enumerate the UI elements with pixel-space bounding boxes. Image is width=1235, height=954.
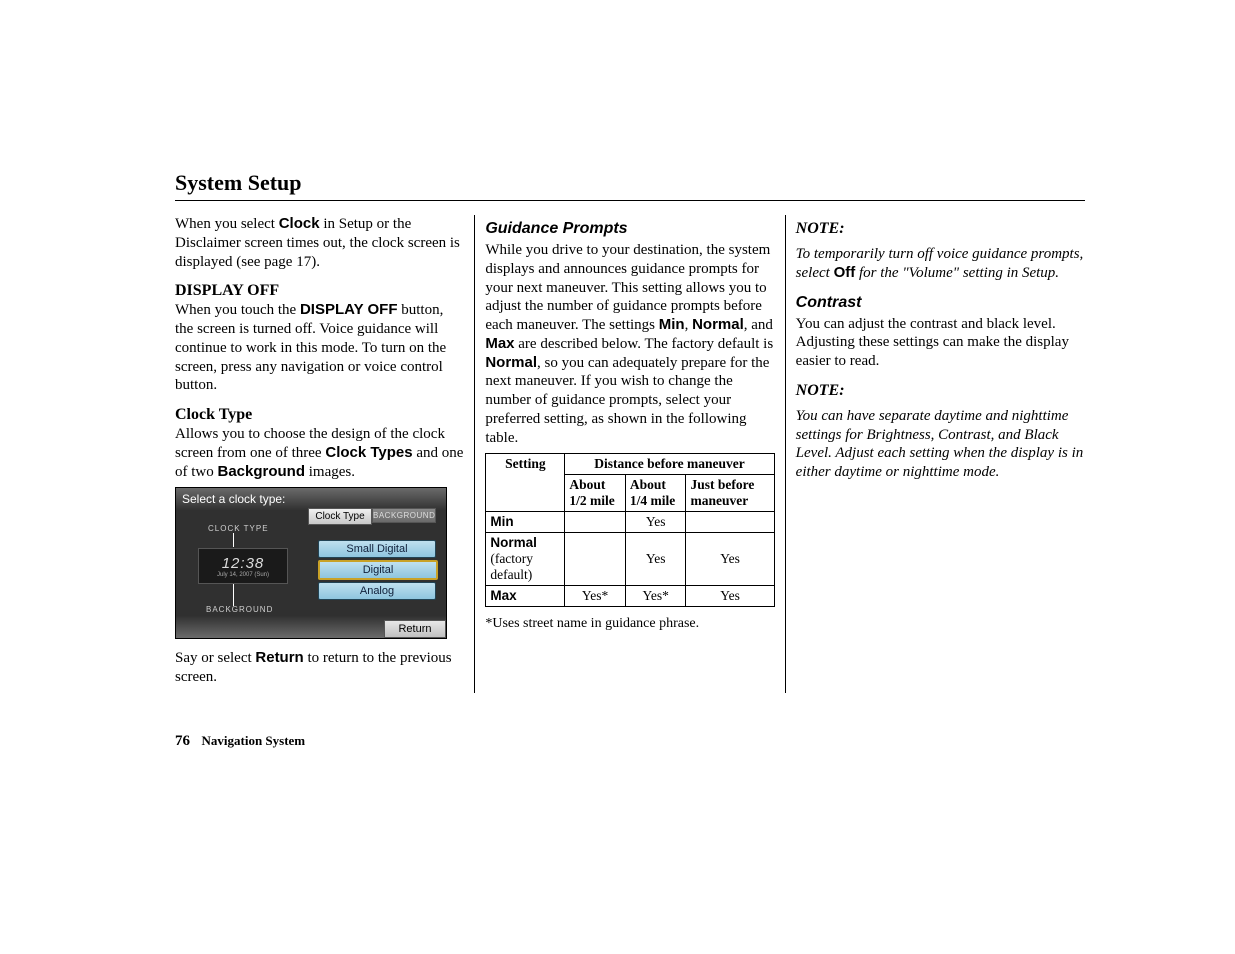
widget-clock-type-label: CLOCK TYPE [208,524,269,533]
th-quarter-mile: About 1/4 mile [625,475,686,512]
widget-tab-clock-type[interactable]: Clock Type [308,508,372,525]
return-instruction: Say or select Return to return to the pr… [175,649,464,687]
table-footnote: *Uses street name in guidance phrase. [485,615,774,633]
widget-option-digital[interactable]: Digital [318,560,438,580]
column-middle: Guidance Prompts While you drive to your… [474,215,784,693]
column-left: When you select Clock in Setup or the Di… [175,215,474,693]
guidance-table: Setting Distance before maneuver About 1… [485,453,774,607]
callout-line [233,584,234,606]
widget-clock-preview: 12:38 July 14, 2007 (Sun) [198,548,288,584]
column-right: NOTE: To temporarily turn off voice guid… [785,215,1085,693]
widget-return-button[interactable]: Return [384,620,446,638]
clock-type-body: Allows you to choose the design of the c… [175,425,464,481]
th-distance: Distance before maneuver [565,454,774,475]
guidance-prompts-heading: Guidance Prompts [485,219,774,239]
page-title: System Setup [175,170,1085,201]
note1-body: To temporarily turn off voice guidance p… [796,245,1085,283]
widget-date: July 14, 2007 (Sun) [217,572,269,578]
page-number: 76 [175,733,190,749]
widget-background-label: BACKGROUND [206,605,273,614]
note-label: NOTE: [796,381,1085,401]
widget-title: Select a clock type: [182,492,285,506]
content-columns: When you select Clock in Setup or the Di… [175,215,1085,693]
clock-type-heading: Clock Type [175,405,464,425]
intro-paragraph: When you select Clock in Setup or the Di… [175,215,464,271]
page-footer: 76 Navigation System [175,733,1085,750]
clock-type-screenshot: Select a clock type: CLOCK TYPE BACKGROU… [175,487,447,639]
table-row: Min Yes [486,512,774,533]
th-half-mile: About 1/2 mile [565,475,626,512]
note-label: NOTE: [796,219,1085,239]
guidance-prompts-body: While you drive to your destination, the… [485,241,774,447]
widget-tab-background[interactable]: BACKGROUND [372,508,436,523]
widget-option-analog[interactable]: Analog [318,582,436,600]
widget-time: 12:38 [222,555,265,572]
footer-label: Navigation System [202,733,306,748]
table-row: Normal(factory default) Yes Yes [486,533,774,586]
contrast-heading: Contrast [796,293,1085,313]
table-row: Max Yes* Yes* Yes [486,586,774,607]
display-off-body: When you touch the DISPLAY OFF button, t… [175,301,464,395]
widget-option-small-digital[interactable]: Small Digital [318,540,436,558]
callout-line [233,533,234,547]
th-just-before: Just before maneuver [686,475,774,512]
contrast-body: You can adjust the contrast and black le… [796,315,1085,371]
th-setting: Setting [486,454,565,512]
display-off-heading: DISPLAY OFF [175,281,464,301]
note2-body: You can have separate daytime and nightt… [796,407,1085,482]
